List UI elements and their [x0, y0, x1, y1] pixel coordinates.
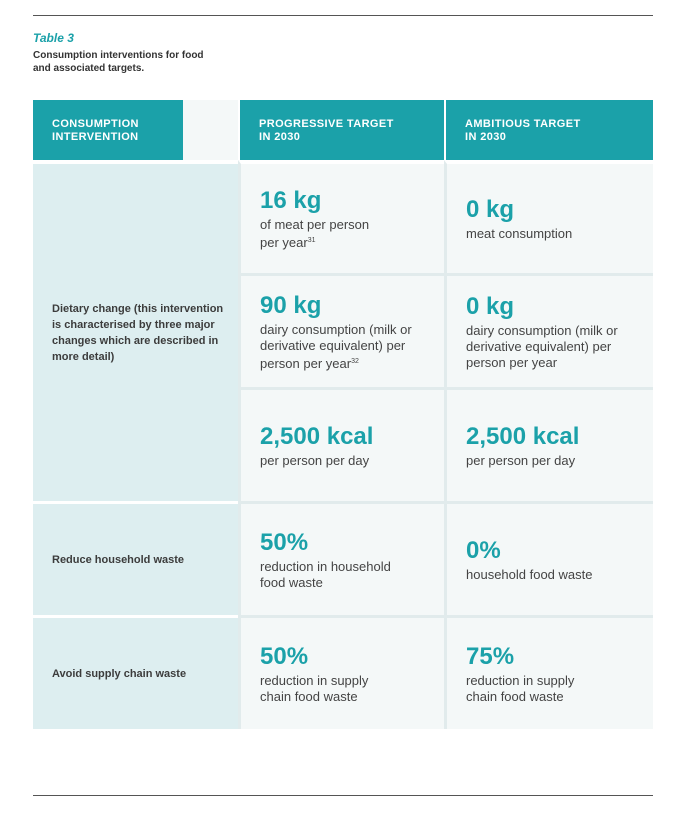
dairy-progressive-value: 90 kg — [260, 291, 322, 319]
cell-kcal-progressive: 2,500 kcal per person per day — [238, 387, 444, 501]
footnote-ref: 32 — [351, 357, 359, 365]
bottom-rule — [33, 795, 653, 796]
dairy-ambitious-text: dairy consumption (milk or derivative eq… — [466, 322, 618, 370]
supply-ambitious-text: reduction in supply chain food waste — [466, 672, 575, 704]
cell-supply-progressive: 50% reduction in supply chain food waste — [238, 615, 444, 729]
cell-household-ambitious: 0% household food waste — [444, 501, 653, 615]
meat-progressive-text: of meat per person per year31 — [260, 216, 370, 250]
household-ambitious-value: 0% — [466, 536, 501, 564]
dairy-ambitious-value: 0 kg — [466, 292, 515, 320]
header-consumption-intervention: CONSUMPTION INTERVENTION — [33, 100, 183, 160]
table-caption: Table 3 Consumption interventions for fo… — [33, 31, 333, 75]
dairy-progressive-text: dairy consumption (milk or derivative eq… — [260, 321, 412, 371]
row-label-dietary-change: Dietary change (this intervention is cha… — [33, 160, 238, 501]
meat-progressive-value: 16 kg — [260, 186, 322, 214]
kcal-ambitious-value: 2,500 kcal — [466, 422, 580, 450]
top-rule — [33, 15, 653, 16]
meat-ambitious-text: meat consumption — [466, 225, 573, 241]
supply-progressive-text: reduction in supply chain food waste — [260, 672, 369, 704]
household-progressive-text: reduction in household food waste — [260, 558, 391, 590]
table-description: Consumption interventions for food and a… — [33, 50, 204, 74]
header-progressive-target: PROGRESSIVE TARGET IN 2030 — [238, 100, 444, 160]
footnote-ref: 31 — [307, 236, 316, 244]
household-progressive-value: 50% — [260, 528, 309, 556]
interventions-table: CONSUMPTION INTERVENTION PROGRESSIVE TAR… — [33, 100, 653, 729]
header-ambitious-target: AMBITIOUS TARGET IN 2030 — [444, 100, 653, 160]
cell-kcal-ambitious: 2,500 kcal per person per day — [444, 387, 653, 501]
cell-household-progressive: 50% reduction in household food waste — [238, 501, 444, 615]
cell-dairy-ambitious: 0 kg dairy consumption (milk or derivati… — [444, 273, 653, 387]
supply-progressive-value: 50% — [260, 642, 309, 670]
supply-ambitious-value: 75% — [466, 642, 515, 670]
row-label-supply-chain-waste: Avoid supply chain waste — [33, 615, 238, 729]
household-ambitious-text: household food waste — [466, 566, 593, 582]
cell-supply-ambitious: 75% reduction in supply chain food waste — [444, 615, 653, 729]
row-label-household-waste: Reduce household waste — [33, 501, 238, 615]
kcal-progressive-value: 2,500 kcal — [260, 422, 374, 450]
cell-dairy-progressive: 90 kg dairy consumption (milk or derivat… — [238, 273, 444, 387]
kcal-ambitious-text: per person per day — [466, 452, 576, 468]
table-label: Table 3 — [33, 31, 74, 45]
kcal-progressive-text: per person per day — [260, 452, 370, 468]
cell-meat-progressive: 16 kg of meat per person per year31 — [238, 160, 444, 273]
meat-ambitious-value: 0 kg — [466, 195, 515, 223]
cell-meat-ambitious: 0 kg meat consumption — [444, 160, 653, 273]
